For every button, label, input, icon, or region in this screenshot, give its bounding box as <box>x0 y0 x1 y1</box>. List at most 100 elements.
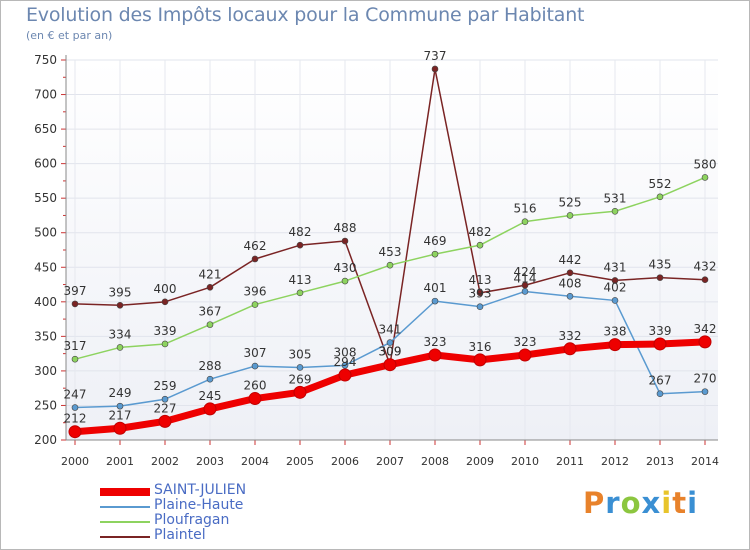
data-label-saint-julien: 323 <box>514 335 537 349</box>
data-label-plaine-haute: 393 <box>469 287 492 301</box>
data-label-saint-julien: 227 <box>154 401 177 415</box>
data-point-ploufragan <box>521 218 529 225</box>
legend-label: SAINT-JULIEN <box>154 482 247 498</box>
data-label-plaine-haute: 308 <box>334 345 357 359</box>
data-point-plaine-haute <box>431 297 439 305</box>
data-label-saint-julien: 342 <box>694 322 717 336</box>
data-point-ploufragan <box>116 344 124 351</box>
data-point-ploufragan <box>431 250 439 258</box>
data-point-ploufragan <box>296 289 304 297</box>
data-point-ploufragan <box>656 193 664 201</box>
data-point-ploufragan <box>566 212 574 219</box>
data-label-ploufragan: 367 <box>199 305 222 319</box>
data-label-saint-julien: 323 <box>424 335 447 349</box>
data-label-plaine-haute: 267 <box>649 374 672 388</box>
x-tick-label: 2003 <box>196 455 224 468</box>
data-label-plaine-haute: 270 <box>694 372 717 386</box>
y-tick-label: 600 <box>34 157 57 171</box>
data-point-saint-julien <box>563 342 577 356</box>
legend-swatch <box>100 521 150 523</box>
data-point-saint-julien <box>608 338 622 352</box>
data-label-plaintel: 397 <box>64 284 87 298</box>
data-label-ploufragan: 339 <box>154 324 177 338</box>
x-tick-label: 2010 <box>511 455 539 468</box>
y-tick-label: 700 <box>34 88 57 102</box>
logo-letter: t <box>672 486 688 520</box>
data-label-plaine-haute: 307 <box>244 346 267 360</box>
data-label-saint-julien: 339 <box>649 324 672 338</box>
data-point-ploufragan <box>476 241 484 249</box>
data-label-plaine-haute: 247 <box>64 388 87 402</box>
data-point-plaine-haute <box>341 362 349 369</box>
data-point-plaintel <box>251 255 259 263</box>
data-label-saint-julien: 217 <box>109 408 132 422</box>
data-point-plaintel <box>611 277 619 284</box>
series-group <box>68 65 712 439</box>
data-point-ploufragan <box>71 355 79 363</box>
data-label-saint-julien: 245 <box>199 389 222 403</box>
x-tick-label: 2007 <box>376 455 404 468</box>
data-point-saint-julien <box>653 337 667 351</box>
x-tick-label: 2013 <box>646 455 674 468</box>
data-point-plaintel <box>656 274 664 281</box>
data-point-plaintel <box>341 237 349 245</box>
data-point-plaine-haute <box>71 404 79 411</box>
data-label-saint-julien: 212 <box>64 412 87 426</box>
data-point-saint-julien <box>338 368 352 382</box>
data-label-saint-julien: 316 <box>469 340 492 354</box>
data-label-plaintel: 424 <box>514 265 537 279</box>
data-point-plaine-haute <box>251 362 259 370</box>
legend-swatch <box>100 506 150 508</box>
y-tick-label: 500 <box>34 226 57 240</box>
data-point-saint-julien <box>158 414 172 428</box>
data-label-plaine-haute: 305 <box>289 347 312 361</box>
logo-letter: x <box>641 486 662 520</box>
x-tick-label: 2012 <box>601 455 629 468</box>
data-point-plaine-haute <box>386 339 394 346</box>
legend-label: Ploufragan <box>154 512 230 528</box>
data-point-ploufragan <box>611 208 619 215</box>
data-label-saint-julien: 269 <box>289 372 312 386</box>
data-label-plaine-haute: 414 <box>514 271 537 285</box>
data-point-plaintel <box>701 276 709 284</box>
data-label-plaintel: 435 <box>649 258 672 272</box>
data-point-plaintel <box>296 241 304 249</box>
logo-letter: P <box>583 486 606 520</box>
logo-letter: i <box>661 486 673 520</box>
data-point-plaintel <box>476 289 484 297</box>
data-label-ploufragan: 482 <box>469 225 492 239</box>
x-tick-label: 2008 <box>421 455 449 468</box>
data-point-plaintel <box>566 269 574 277</box>
x-tick-label: 2011 <box>556 455 584 468</box>
data-label-plaintel: 488 <box>334 221 357 235</box>
data-point-plaine-haute <box>566 292 574 300</box>
proxiti-logo: Proxiti <box>583 486 698 520</box>
data-label-plaine-haute: 288 <box>199 359 222 373</box>
plot-area <box>66 60 718 440</box>
data-label-ploufragan: 531 <box>604 191 627 205</box>
data-label-plaintel: 442 <box>559 253 582 267</box>
data-point-plaine-haute <box>296 364 304 371</box>
data-label-plaintel: 462 <box>244 239 267 253</box>
data-point-plaine-haute <box>701 388 709 395</box>
data-label-plaintel: 432 <box>694 260 717 274</box>
data-point-saint-julien <box>293 385 307 399</box>
data-point-plaintel <box>161 298 169 306</box>
data-point-plaine-haute <box>656 390 664 398</box>
legend-swatch <box>100 536 150 538</box>
data-label-ploufragan: 516 <box>514 202 537 216</box>
data-label-plaine-haute: 249 <box>109 386 132 400</box>
data-point-plaine-haute <box>521 288 529 295</box>
y-tick-label: 200 <box>34 433 57 447</box>
data-point-saint-julien <box>248 392 262 406</box>
data-label-saint-julien: 309 <box>379 345 402 359</box>
data-label-plaine-haute: 259 <box>154 379 177 393</box>
data-point-ploufragan <box>206 321 214 328</box>
y-tick-label: 750 <box>34 53 57 67</box>
data-point-plaine-haute <box>161 395 169 403</box>
data-label-plaine-haute: 408 <box>559 276 582 290</box>
data-point-saint-julien <box>518 348 532 362</box>
data-point-saint-julien <box>428 348 442 362</box>
logo-letter: i <box>687 486 699 520</box>
